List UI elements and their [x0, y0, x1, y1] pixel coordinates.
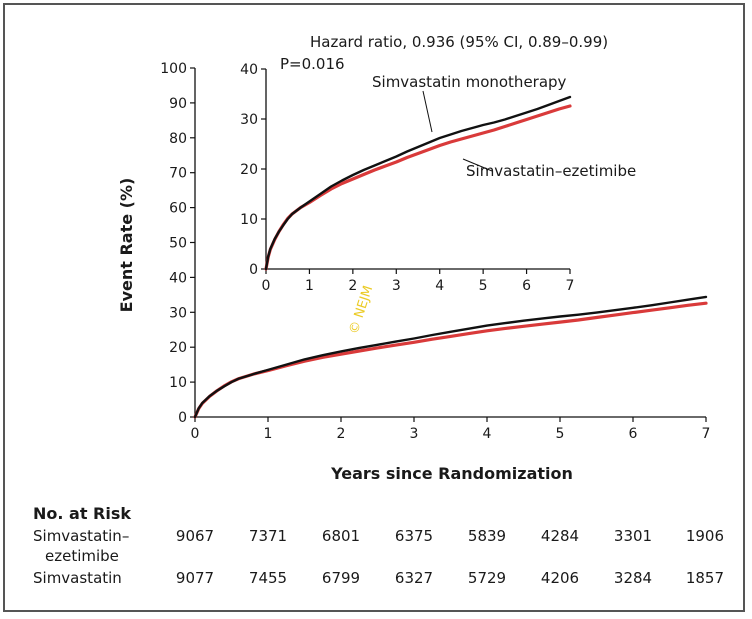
main-x-tick-label: 3 — [410, 426, 419, 442]
y-axis-title: Event Rate (%) — [117, 178, 136, 313]
risk-row-label: Simvastatin — [33, 569, 122, 587]
risk-row-label-cont: ezetimibe — [45, 547, 119, 565]
inset-x-tick-label: 4 — [435, 278, 444, 294]
risk-cell: 3301 — [614, 527, 652, 545]
inset-x-tick-label: 5 — [479, 278, 488, 294]
main-series-line-ezetimibe — [193, 301, 708, 419]
hazard-ratio-text: Hazard ratio, 0.936 (95% CI, 0.89–0.99) — [310, 33, 608, 51]
inset-x-tick-label: 3 — [392, 278, 401, 294]
risk-table: Simvastatin– ezetimibe 9067 7371 6801 6375 583… — [33, 527, 724, 587]
inset-axes: 0 1 2 3 4 5 6 7 0 10 20 30 40 — [240, 62, 574, 294]
risk-cell: 9077 — [176, 569, 214, 587]
risk-cell: 9067 — [176, 527, 214, 545]
p-value-text: P=0.016 — [280, 55, 345, 73]
main-x-tick-label: 1 — [264, 426, 273, 442]
inset-y-tick-label: 10 — [240, 212, 258, 228]
inset-series-lines — [264, 95, 572, 271]
risk-cell: 6799 — [322, 569, 360, 587]
risk-cell: 6375 — [395, 527, 433, 545]
main-y-tick-label: 30 — [169, 305, 187, 321]
inset-y-tick-label: 20 — [240, 162, 258, 178]
main-x-tick-label: 4 — [483, 426, 492, 442]
risk-table-title: No. at Risk — [33, 504, 131, 523]
main-y-tick-label: 90 — [169, 96, 187, 112]
risk-cell: 1906 — [686, 527, 724, 545]
main-series-lines — [193, 295, 708, 419]
inset-series-line-simvastatin — [264, 95, 572, 271]
main-y-tick-label: 10 — [169, 375, 187, 391]
risk-cell: 4206 — [541, 569, 579, 587]
risk-cell: 5839 — [468, 527, 506, 545]
inset-x-tick-label: 2 — [348, 278, 357, 294]
x-axis-title: Years since Randomization — [330, 464, 573, 483]
inset-series-line-ezetimibe — [264, 104, 572, 271]
inset-x-tick-label: 7 — [566, 278, 575, 294]
main-x-tick-label: 0 — [191, 426, 200, 442]
risk-row-label: Simvastatin– — [33, 527, 129, 545]
main-x-tick-label: 7 — [702, 426, 711, 442]
main-y-tick-label: 50 — [169, 236, 187, 252]
main-y-tick-label: 80 — [169, 131, 187, 147]
inset-x-tick-label: 1 — [305, 278, 314, 294]
main-x-tick-label: 2 — [337, 426, 346, 442]
risk-cell: 1857 — [686, 569, 724, 587]
main-series-line-simvastatin — [193, 295, 708, 419]
main-y-tick-label: 100 — [160, 61, 187, 77]
inset-y-tick-label: 40 — [240, 62, 258, 78]
risk-cell: 6801 — [322, 527, 360, 545]
main-y-tick-label: 20 — [169, 340, 187, 356]
main-y-tick-label: 40 — [169, 270, 187, 286]
risk-cell: 5729 — [468, 569, 506, 587]
main-y-tick-label: 70 — [169, 166, 187, 182]
risk-cell: 4284 — [541, 527, 579, 545]
risk-cell: 3284 — [614, 569, 652, 587]
main-y-tick-label: 60 — [169, 201, 187, 217]
main-x-tick-label: 5 — [556, 426, 565, 442]
label-simvastatin: Simvastatin monotherapy — [372, 73, 567, 91]
main-y-tick-label: 0 — [178, 410, 187, 426]
inset-x-tick-label: 0 — [262, 278, 271, 294]
leader-simvastatin — [422, 90, 433, 133]
risk-cell: 6327 — [395, 569, 433, 587]
risk-cell: 7371 — [249, 527, 287, 545]
risk-cell: 7455 — [249, 569, 287, 587]
leader-ezetimibe — [462, 158, 493, 172]
inset-x-tick-label: 6 — [522, 278, 531, 294]
inset-y-tick-label: 30 — [240, 112, 258, 128]
main-x-tick-label: 6 — [629, 426, 638, 442]
label-ezetimibe: Simvastatin–ezetimibe — [466, 162, 636, 180]
inset-y-tick-label: 0 — [249, 262, 258, 278]
